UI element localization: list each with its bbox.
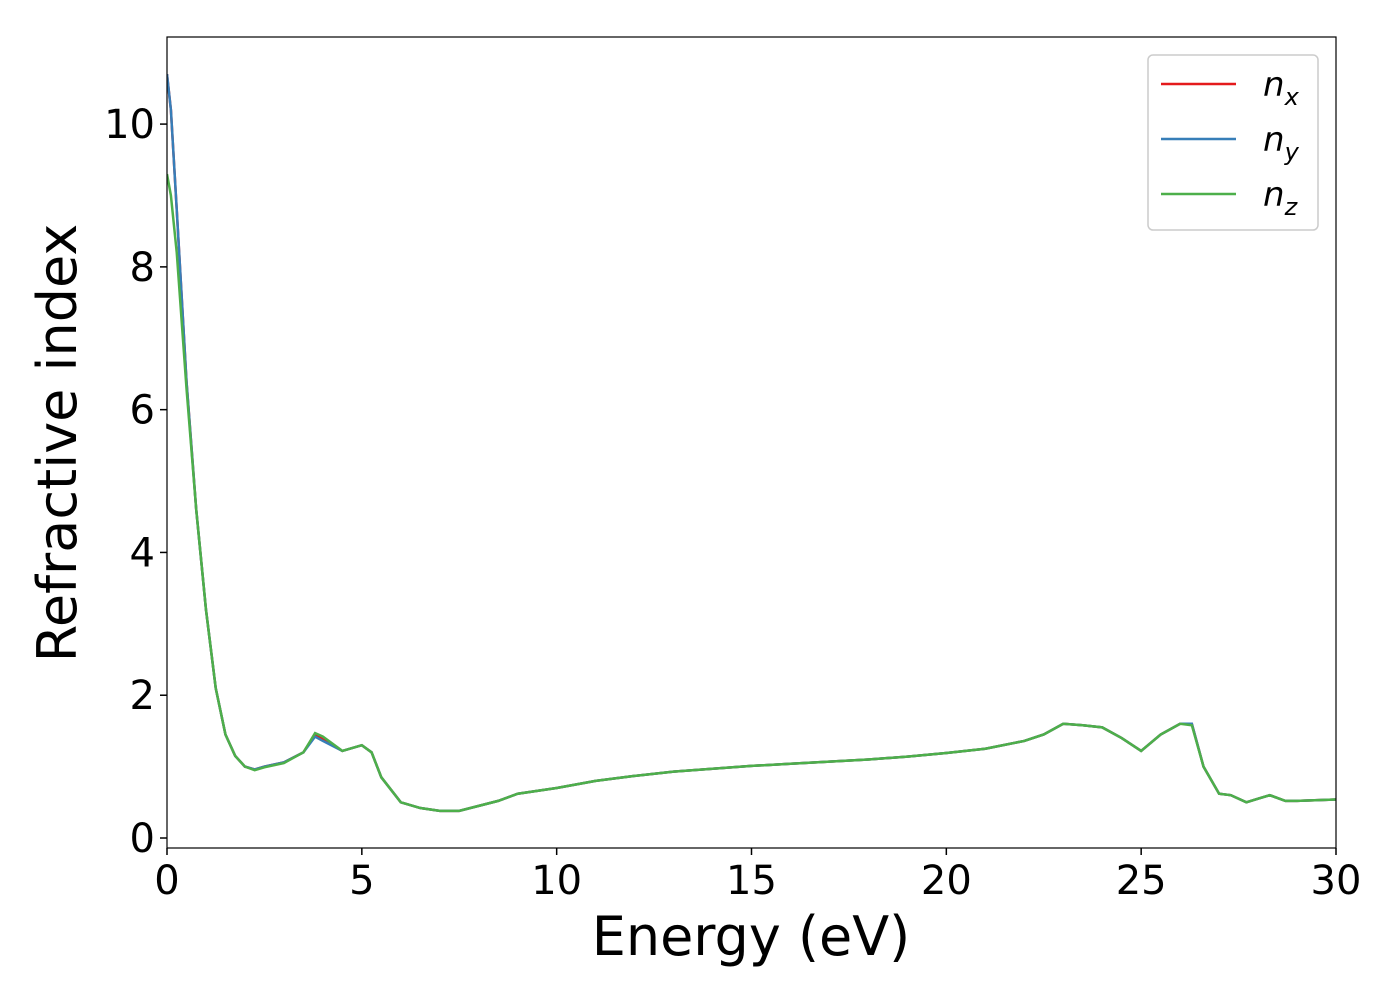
x-tick-label: 20 <box>921 858 972 904</box>
legend-label: nx <box>1263 65 1300 111</box>
y-tick-label: 8 <box>130 245 155 291</box>
legend-label: ny <box>1263 120 1300 166</box>
y-tick-label: 10 <box>104 102 155 148</box>
line-series <box>167 173 1336 813</box>
x-tick-label: 10 <box>531 858 582 904</box>
y-tick-label: 2 <box>130 673 155 719</box>
x-axis-label: Energy (eV) <box>592 905 911 968</box>
y-axis-label: Refractive index <box>26 224 89 663</box>
x-tick-label: 5 <box>349 858 374 904</box>
x-tick-label: 0 <box>154 858 179 904</box>
x-tick-label: 30 <box>1311 858 1362 904</box>
legend-box <box>1147 54 1319 231</box>
x-tick-label: 15 <box>726 858 777 904</box>
y-tick-label: 6 <box>130 388 155 434</box>
legend-label: nz <box>1263 175 1299 221</box>
y-tick-label: 4 <box>130 530 155 576</box>
plot-frame <box>166 36 1337 849</box>
y-tick-label: 0 <box>130 816 155 862</box>
x-tick-label: 25 <box>1116 858 1167 904</box>
